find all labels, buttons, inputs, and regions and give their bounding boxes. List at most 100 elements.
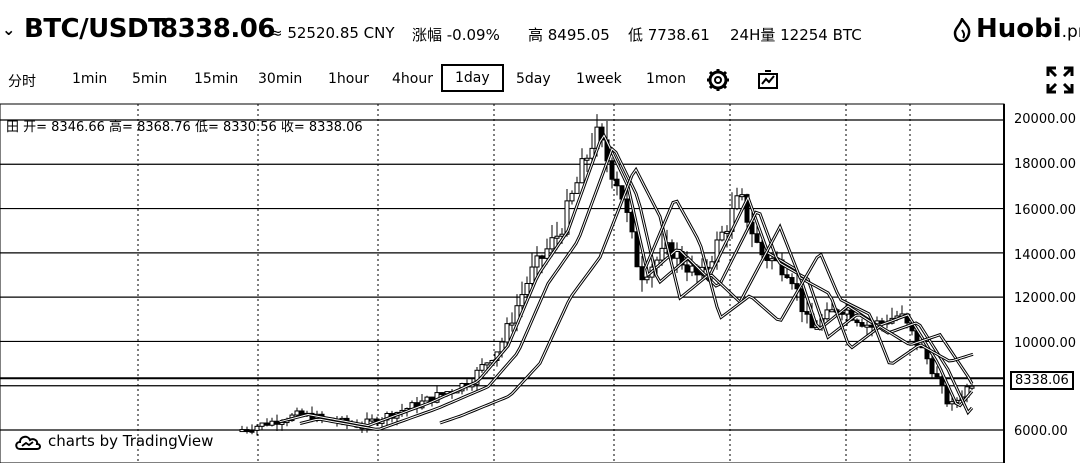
candle-body xyxy=(659,247,665,261)
candle-body xyxy=(789,277,795,285)
candle-body xyxy=(369,418,375,422)
candle-body xyxy=(769,258,775,262)
candle-body xyxy=(724,230,730,234)
candle-body xyxy=(739,194,745,198)
candle-body xyxy=(639,266,645,281)
candle-body xyxy=(249,429,255,433)
candle-body xyxy=(744,194,750,223)
candle-body xyxy=(534,255,540,268)
tf-1day[interactable]: 1day xyxy=(441,64,504,92)
tf-1min[interactable]: 1min xyxy=(72,71,108,87)
candle-body xyxy=(259,422,265,427)
tf-15min[interactable]: 15min xyxy=(194,71,239,87)
candle-body xyxy=(614,178,620,187)
candle-body xyxy=(759,241,765,256)
ohlc-legend: 田 开= 8346.66 高= 8368.76 低= 8330.56 收= 83… xyxy=(6,120,363,135)
candle-body xyxy=(574,182,580,194)
candle-body xyxy=(609,160,615,180)
volume-24h: 24H量 12254 BTC xyxy=(730,26,862,44)
tf-1hour[interactable]: 1hour xyxy=(328,71,369,87)
candle-body xyxy=(519,294,525,307)
candle-body xyxy=(689,265,695,273)
y-tick-label: 6000.00 xyxy=(1014,424,1068,439)
last-price: 8338.06 xyxy=(160,14,275,44)
candle-body xyxy=(929,358,935,375)
logo-suffix: .pro xyxy=(1061,22,1080,42)
candle-body xyxy=(804,311,810,315)
candle-body xyxy=(644,276,650,281)
y-tick-label: 10000.00 xyxy=(1014,336,1077,351)
candle-body xyxy=(784,274,790,279)
timeframe-toolbar: 分时 1min 5min 15min 30min 1hour 4hour 1da… xyxy=(0,62,1080,102)
candle-body xyxy=(529,266,535,285)
candle-body xyxy=(474,369,480,385)
huobi-logo-icon xyxy=(953,18,971,42)
tf-timeline[interactable]: 分时 xyxy=(8,74,36,90)
moving-average-line xyxy=(439,168,973,424)
y-tick-label: 14000.00 xyxy=(1014,248,1077,263)
y-tick-label: 18000.00 xyxy=(1014,157,1077,172)
candle-body xyxy=(949,401,955,405)
candle-body xyxy=(239,429,245,433)
tf-4hour[interactable]: 4hour xyxy=(392,71,433,87)
candle-body xyxy=(939,376,945,386)
y-tick-label: 12000.00 xyxy=(1014,291,1077,306)
candle-body xyxy=(244,429,250,433)
change-percent: 涨幅 -0.09% xyxy=(412,26,500,44)
candle-body xyxy=(554,235,560,239)
candle-body xyxy=(544,248,550,259)
candle-body xyxy=(254,425,260,431)
candle-body xyxy=(589,147,595,159)
settings-icon[interactable] xyxy=(706,68,730,92)
candle-body xyxy=(569,192,575,202)
chevron-down-icon[interactable]: ⌄ xyxy=(2,20,16,39)
candle-body xyxy=(274,420,280,425)
candle-body xyxy=(844,309,850,315)
high-price: 高 8495.05 xyxy=(528,26,610,44)
tf-1week[interactable]: 1week xyxy=(576,71,622,87)
tf-1mon[interactable]: 1mon xyxy=(646,71,686,87)
candle-body xyxy=(509,322,515,326)
candle-body xyxy=(584,157,590,161)
candle-body xyxy=(799,288,805,313)
moving-average-line xyxy=(279,134,973,427)
huobi-logo: Huobi.pro xyxy=(976,14,1080,44)
candle-body xyxy=(754,233,760,243)
moving-average-line xyxy=(279,132,974,428)
candle-body xyxy=(269,420,275,426)
moving-average-line xyxy=(644,200,974,364)
current-price-marker: 8338.06 xyxy=(1010,371,1074,390)
tradingview-watermark: charts by TradingView xyxy=(48,432,214,450)
ticker-header: ⌄ BTC/USDT 8338.06 ≈ 52520.85 CNY 涨幅 -0.… xyxy=(0,0,1080,62)
fullscreen-icon[interactable] xyxy=(1046,66,1074,94)
pair-title[interactable]: BTC/USDT xyxy=(24,14,166,44)
candle-body xyxy=(864,324,870,328)
candle-body xyxy=(504,323,510,343)
candle-body xyxy=(624,198,630,213)
y-tick-label: 20000.00 xyxy=(1014,112,1077,127)
candle-body xyxy=(524,283,530,296)
cny-price: ≈ 52520.85 CNY xyxy=(270,24,395,42)
candle-body xyxy=(684,264,690,273)
candle-body xyxy=(824,309,830,320)
candle-body xyxy=(719,231,725,241)
candle-body xyxy=(484,362,490,366)
candle-body xyxy=(859,322,865,327)
candle-body xyxy=(424,396,430,402)
candle-body xyxy=(294,410,300,416)
candle-body xyxy=(629,211,635,233)
candle-body xyxy=(264,422,270,426)
tf-5min[interactable]: 5min xyxy=(132,71,168,87)
candle-body xyxy=(854,319,860,324)
candle-body xyxy=(734,195,740,210)
candle-body xyxy=(829,309,835,313)
moving-average-line xyxy=(299,146,974,431)
candle-body xyxy=(539,255,545,259)
indicators-icon[interactable] xyxy=(756,68,780,92)
moving-average-line xyxy=(299,148,973,430)
candle-body xyxy=(549,237,555,250)
tf-5day[interactable]: 5day xyxy=(516,71,551,87)
candle-body xyxy=(934,373,940,378)
tf-30min[interactable]: 30min xyxy=(258,71,303,87)
